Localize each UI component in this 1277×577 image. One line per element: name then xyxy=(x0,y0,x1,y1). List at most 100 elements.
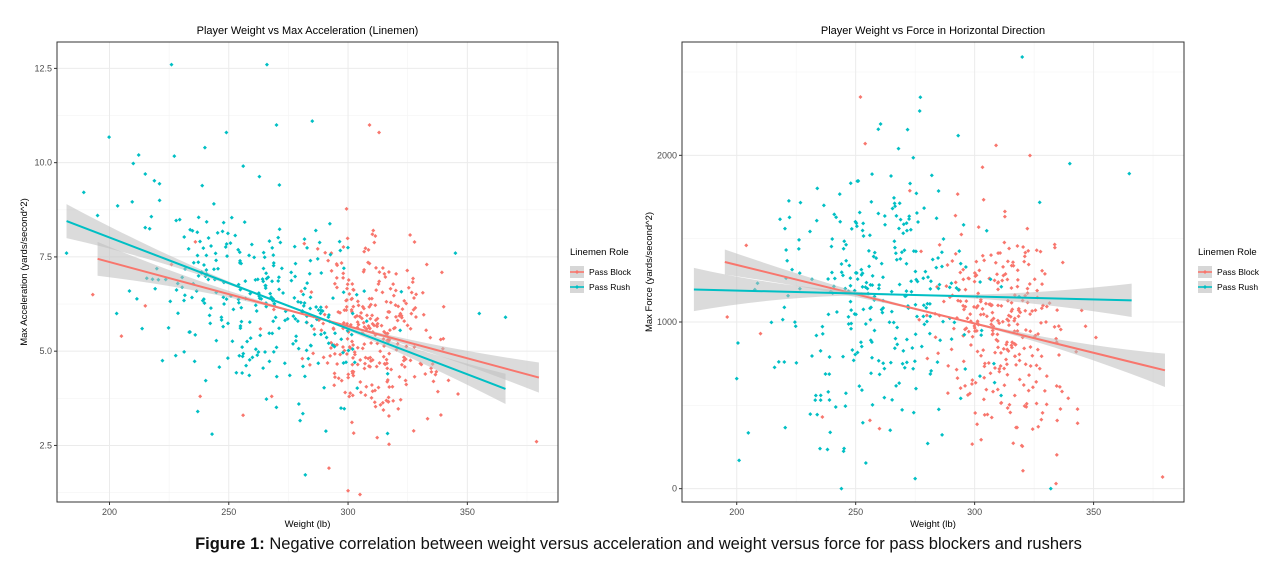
point-pass-rush xyxy=(815,412,820,417)
point-pass-block xyxy=(356,303,361,308)
point-pass-block xyxy=(1025,286,1030,291)
point-pass-block xyxy=(1015,268,1020,273)
point-pass-block xyxy=(1026,262,1031,267)
point-pass-block xyxy=(369,296,374,301)
point-pass-rush xyxy=(318,311,323,316)
point-pass-block xyxy=(386,395,391,400)
point-pass-rush xyxy=(177,217,182,222)
point-pass-rush xyxy=(911,410,916,415)
point-pass-rush xyxy=(131,161,136,166)
point-pass-block xyxy=(362,249,367,254)
point-pass-block xyxy=(373,233,378,238)
point-pass-rush xyxy=(196,260,201,265)
point-pass-rush xyxy=(890,397,895,402)
point-pass-rush xyxy=(894,383,899,388)
point-pass-rush xyxy=(225,231,230,236)
point-pass-rush xyxy=(864,280,869,285)
point-pass-rush xyxy=(305,245,310,250)
point-pass-block xyxy=(1015,425,1020,430)
point-pass-block xyxy=(439,270,444,275)
point-pass-rush xyxy=(860,420,865,425)
point-pass-block xyxy=(377,361,382,366)
point-pass-block xyxy=(1036,332,1041,337)
point-pass-rush xyxy=(947,285,952,290)
point-pass-block xyxy=(1016,314,1021,319)
point-pass-block xyxy=(1034,379,1039,384)
point-pass-block xyxy=(1033,308,1038,313)
point-pass-block xyxy=(387,385,392,390)
point-pass-block xyxy=(334,285,339,290)
point-pass-rush xyxy=(857,384,862,389)
point-pass-block xyxy=(383,274,388,279)
point-pass-rush xyxy=(287,373,292,378)
point-pass-block xyxy=(744,243,749,248)
point-pass-rush xyxy=(908,227,913,232)
point-pass-rush xyxy=(264,397,269,402)
point-pass-rush xyxy=(846,314,851,319)
point-pass-rush xyxy=(195,253,200,258)
point-pass-block xyxy=(1021,383,1026,388)
point-pass-rush xyxy=(889,173,894,178)
point-pass-rush xyxy=(217,365,222,370)
point-pass-rush xyxy=(785,258,790,263)
point-pass-block xyxy=(1030,427,1035,432)
point-pass-block xyxy=(950,258,955,263)
point-pass-rush xyxy=(247,320,252,325)
point-pass-block xyxy=(994,272,999,277)
point-pass-rush xyxy=(215,230,220,235)
point-pass-rush xyxy=(891,195,896,200)
point-pass-rush xyxy=(815,186,820,191)
trend-fits xyxy=(66,204,540,404)
point-pass-block xyxy=(405,268,410,273)
point-pass-block xyxy=(986,361,991,366)
point-pass-block xyxy=(325,360,330,365)
point-pass-block xyxy=(401,355,406,360)
point-pass-block xyxy=(1054,383,1059,388)
point-pass-rush xyxy=(889,289,894,294)
point-pass-block xyxy=(953,280,958,285)
point-pass-block xyxy=(987,302,992,307)
point-pass-rush xyxy=(876,286,881,291)
point-pass-block xyxy=(408,232,413,237)
x-tick-label: 200 xyxy=(729,507,744,517)
point-pass-rush xyxy=(911,366,916,371)
point-pass-rush xyxy=(295,319,300,324)
point-pass-block xyxy=(989,318,994,323)
point-pass-rush xyxy=(210,432,215,437)
point-pass-block xyxy=(375,321,380,326)
point-pass-block xyxy=(980,306,985,311)
point-pass-rush xyxy=(889,309,894,314)
point-pass-block xyxy=(1012,354,1017,359)
point-pass-rush xyxy=(814,333,819,338)
point-pass-block xyxy=(343,390,348,395)
point-pass-block xyxy=(425,416,430,421)
point-pass-rush xyxy=(839,486,844,491)
point-pass-block xyxy=(1034,248,1039,253)
point-pass-block xyxy=(355,362,360,367)
point-pass-rush xyxy=(936,189,941,194)
point-pass-rush xyxy=(307,271,312,276)
point-pass-rush xyxy=(939,250,944,255)
point-pass-block xyxy=(1010,340,1015,345)
point-pass-block xyxy=(326,258,331,263)
point-pass-block xyxy=(958,270,963,275)
point-pass-block xyxy=(411,428,416,433)
point-pass-rush xyxy=(283,318,288,323)
point-pass-rush xyxy=(237,250,242,255)
point-pass-rush xyxy=(905,127,910,132)
point-pass-block xyxy=(990,310,995,315)
point-pass-rush xyxy=(247,357,252,362)
point-pass-rush xyxy=(147,226,152,231)
point-pass-block xyxy=(378,402,383,407)
point-pass-rush xyxy=(349,332,354,337)
point-pass-rush xyxy=(902,365,907,370)
point-pass-block xyxy=(391,398,396,403)
x-tick-label: 250 xyxy=(848,507,863,517)
point-pass-rush xyxy=(827,397,832,402)
point-pass-block xyxy=(410,280,415,285)
point-pass-rush xyxy=(934,216,939,221)
point-pass-rush xyxy=(238,258,243,263)
point-pass-rush xyxy=(936,256,941,261)
point-pass-rush xyxy=(792,320,797,325)
point-pass-block xyxy=(1039,354,1044,359)
